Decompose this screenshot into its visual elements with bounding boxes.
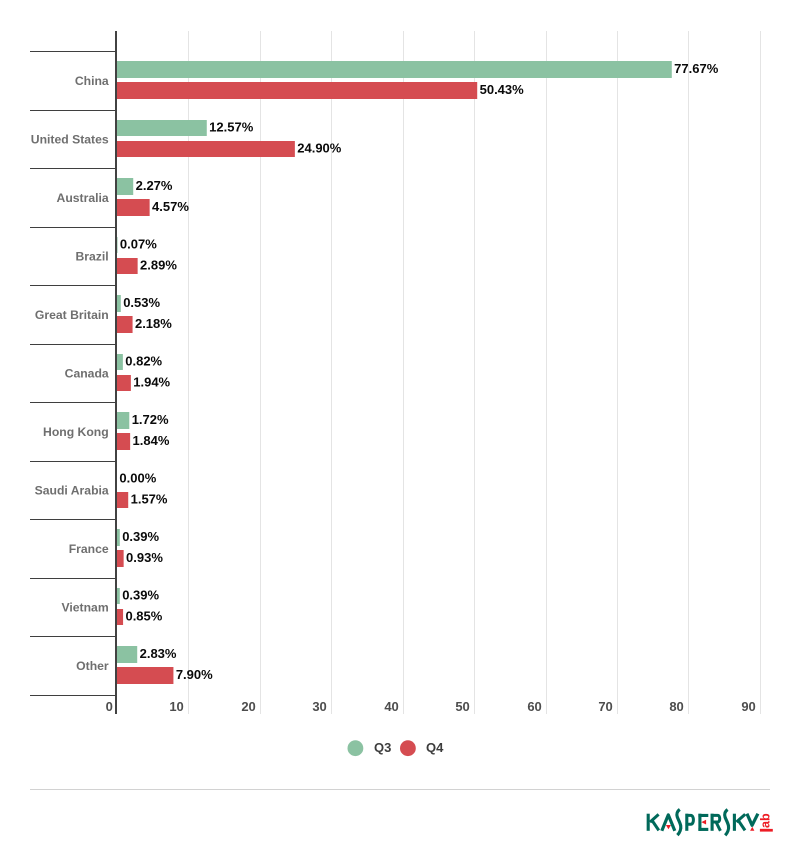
svg-text:24.90%: 24.90%	[297, 141, 342, 156]
svg-text:Great Britain: Great Britain	[35, 308, 109, 322]
svg-text:Other: Other	[76, 659, 109, 673]
svg-text:Brazil: Brazil	[75, 249, 108, 263]
svg-text:90: 90	[741, 699, 755, 714]
svg-text:Q3: Q3	[374, 740, 391, 755]
svg-text:2.83%: 2.83%	[140, 646, 177, 661]
svg-text:30: 30	[312, 699, 326, 714]
svg-text:lab: lab	[759, 813, 773, 832]
svg-text:Australia: Australia	[57, 191, 109, 205]
svg-text:0: 0	[106, 699, 113, 714]
svg-text:0.39%: 0.39%	[122, 529, 159, 544]
svg-text:0.07%: 0.07%	[120, 237, 157, 252]
svg-text:0.85%: 0.85%	[125, 609, 162, 624]
svg-text:Hong Kong: Hong Kong	[43, 425, 109, 439]
svg-text:12.57%: 12.57%	[209, 120, 254, 135]
svg-text:Saudi Arabia: Saudi Arabia	[35, 483, 109, 497]
svg-text:40: 40	[384, 699, 398, 714]
svg-text:50: 50	[455, 699, 469, 714]
svg-text:France: France	[69, 542, 109, 556]
svg-text:4.57%: 4.57%	[152, 199, 189, 214]
svg-text:0.93%: 0.93%	[126, 550, 163, 565]
svg-text:0.39%: 0.39%	[122, 588, 159, 603]
svg-text:Vietnam: Vietnam	[61, 600, 108, 614]
svg-text:2.18%: 2.18%	[135, 316, 172, 331]
svg-text:Canada: Canada	[65, 366, 109, 380]
svg-text:United States: United States	[31, 132, 109, 146]
svg-text:1.94%: 1.94%	[133, 375, 170, 390]
svg-text:2.27%: 2.27%	[136, 178, 173, 193]
svg-text:Q4: Q4	[426, 740, 444, 755]
svg-text:20: 20	[241, 699, 255, 714]
svg-text:1.72%: 1.72%	[132, 412, 169, 427]
svg-text:10: 10	[169, 699, 183, 714]
svg-text:50.43%: 50.43%	[480, 82, 525, 97]
svg-text:2.89%: 2.89%	[140, 258, 177, 273]
svg-text:0.00%: 0.00%	[119, 471, 156, 486]
svg-text:80: 80	[669, 699, 683, 714]
svg-text:70: 70	[598, 699, 612, 714]
svg-text:1.57%: 1.57%	[131, 492, 168, 507]
svg-text:7.90%: 7.90%	[176, 667, 213, 682]
svg-text:China: China	[75, 74, 109, 88]
svg-text:0.53%: 0.53%	[123, 295, 160, 310]
svg-text:77.67%: 77.67%	[674, 61, 719, 76]
svg-text:60: 60	[527, 699, 541, 714]
svg-text:0.82%: 0.82%	[125, 354, 162, 369]
svg-text:1.84%: 1.84%	[133, 433, 170, 448]
